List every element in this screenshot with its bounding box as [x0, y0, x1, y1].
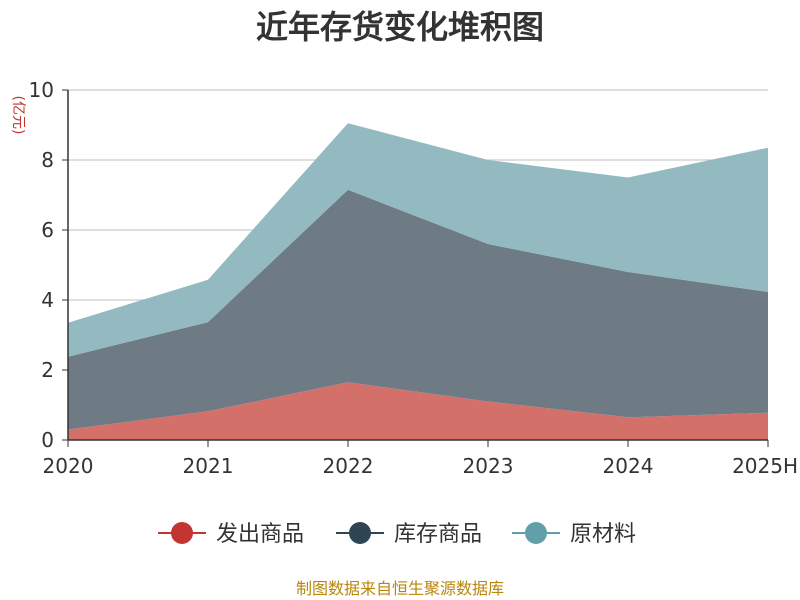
legend-marker [525, 522, 547, 544]
axes: 0 2 4 6 8 10 2020 2021 2022 2023 2024 2025H [29, 78, 798, 478]
y-tick-label: 4 [41, 288, 54, 312]
legend-label: 库存商品 [394, 522, 482, 547]
y-tick-label: 2 [41, 358, 54, 382]
source-note: 制图数据来自恒生聚源数据库 [296, 579, 504, 598]
x-tick-label: 2021 [183, 454, 234, 478]
x-tick-label: 2022 [323, 454, 374, 478]
y-axis-label: (亿元) [10, 96, 26, 135]
y-tick-label: 0 [41, 428, 54, 452]
legend-label: 发出商品 [216, 522, 304, 547]
area-series-3 [68, 123, 768, 357]
plot-area [68, 123, 768, 440]
legend-marker [171, 522, 193, 544]
area-series-1 [68, 382, 768, 440]
x-tick-label: 2024 [603, 454, 654, 478]
legend-item-2[interactable]: 库存商品 [336, 522, 482, 547]
legend-item-1[interactable]: 发出商品 [158, 522, 304, 547]
y-tick-label: 6 [41, 218, 54, 242]
legend-label: 原材料 [570, 522, 636, 547]
x-tick-label: 2025H [732, 454, 798, 478]
legend-marker [349, 522, 371, 544]
chart-title: 近年存货变化堆积图 [256, 8, 544, 46]
legend-item-3[interactable]: 原材料 [512, 522, 636, 547]
legend[interactable]: 发出商品 库存商品 原材料 [158, 522, 636, 547]
y-tick-label: 10 [29, 78, 54, 102]
y-tick-label: 8 [41, 148, 54, 172]
x-tick-label: 2023 [463, 454, 514, 478]
x-tick-label: 2020 [43, 454, 94, 478]
area-series-2 [68, 189, 768, 430]
